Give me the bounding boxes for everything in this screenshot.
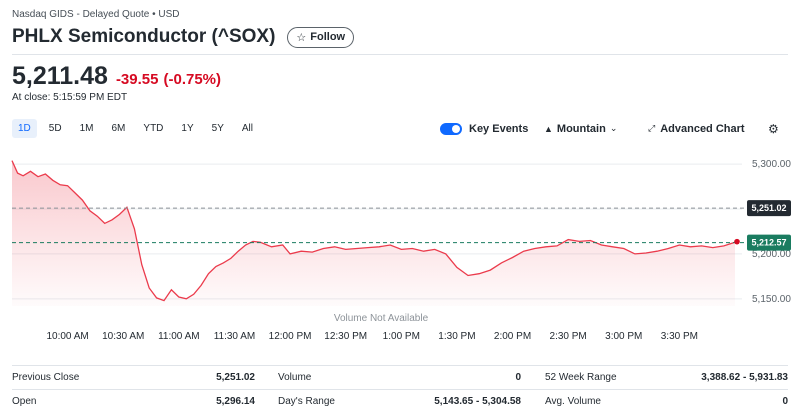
x-tick-label: 12:30 PM [324, 331, 367, 342]
x-tick-label: 11:30 AM [214, 331, 256, 342]
stat-label: Open [12, 396, 37, 407]
price-change: -39.55 [115, 71, 159, 88]
stats-row: Previous Close 5,251.02 Volume 0 52 Week Ran… [12, 366, 788, 389]
stat-item: Avg. Volume 0 [545, 396, 788, 407]
range-button-all[interactable]: All [241, 123, 253, 134]
chart-toolbar: Key Events ▲ Mountain ⌄ ⤢ Advanced Chart… [440, 119, 779, 138]
range-button-5d[interactable]: 5D [48, 123, 62, 134]
y-tick-label: 5,300.00 [752, 159, 791, 170]
current-price-tag-label: 5,212.57 [751, 238, 786, 248]
key-events-toggle[interactable] [440, 122, 462, 135]
x-tick-label: 12:00 PM [269, 331, 312, 342]
follow-label: Follow [310, 31, 346, 43]
current-price-dot [734, 238, 740, 245]
quote-row: 5,211.48 -39.55 (-0.75%) [12, 62, 221, 91]
key-events-label: Key Events [469, 122, 529, 135]
volume-not-available: Volume Not Available [334, 313, 429, 324]
price-chart[interactable]: 5,300.005,250.005,200.005,150.005,251.02… [0, 148, 800, 348]
range-button-6m[interactable]: 6M [111, 123, 126, 134]
stats-divider [12, 365, 788, 366]
range-selector: 1D 5D 1M 6M YTD 1Y 5Y All [12, 119, 259, 138]
stat-label: 52 Week Range [545, 372, 617, 383]
title-row: PHLX Semiconductor (^SOX) ☆ Follow [12, 26, 355, 48]
stat-label: Volume [278, 372, 312, 383]
price-line [11, 160, 736, 302]
x-tick-label: 2:30 PM [550, 331, 587, 342]
x-tick-label: 1:00 PM [383, 331, 420, 342]
stat-value: 0 [782, 396, 788, 407]
x-tick-label: 11:00 AM [158, 331, 200, 342]
mountain-icon: ▲ [544, 123, 553, 134]
page-title: PHLX Semiconductor (^SOX) [12, 26, 276, 47]
range-button-1y[interactable]: 1Y [181, 123, 194, 134]
y-tick-label: 5,200.00 [752, 249, 791, 260]
x-tick-label: 10:00 AM [46, 331, 88, 342]
last-price: 5,211.48 [12, 62, 108, 90]
previous-close-tag [747, 200, 791, 217]
stat-item: Day's Range 5,143.65 - 5,304.58 [278, 396, 521, 407]
chart-type-dropdown[interactable]: ▲ Mountain ⌄ [544, 119, 617, 138]
range-button-1d[interactable]: 1D [12, 119, 37, 138]
stat-value: 3,388.62 - 5,931.83 [701, 372, 788, 383]
stat-item: 52 Week Range 3,388.62 - 5,931.83 [545, 372, 788, 383]
stat-value: 5,251.02 [216, 372, 255, 383]
header-divider [12, 54, 788, 55]
follow-button[interactable]: ☆ Follow [287, 26, 355, 48]
advanced-chart-button[interactable]: ⤢ Advanced Chart [648, 119, 745, 138]
x-tick-label: 1:30 PM [438, 331, 475, 342]
chevron-down-icon: ⌄ [609, 123, 618, 133]
gear-icon[interactable]: ⚙ [768, 121, 779, 136]
stat-label: Previous Close [12, 372, 80, 383]
stat-item: Volume 0 [278, 372, 521, 383]
stat-label: Avg. Volume [545, 396, 601, 407]
stat-value: 0 [515, 372, 521, 383]
exchange-info: Nasdaq GIDS - Delayed Quote • USD [12, 9, 180, 20]
quote-statistics: Previous Close 5,251.02 Volume 0 52 Week Ran… [12, 366, 788, 413]
range-button-ytd[interactable]: YTD [143, 123, 164, 134]
stat-value: 5,143.65 - 5,304.58 [434, 396, 521, 407]
expand-icon: ⤢ [648, 123, 656, 133]
stat-item: Open 5,296.14 [12, 396, 255, 407]
range-button-1m[interactable]: 1M [79, 123, 94, 134]
advanced-chart-label: Advanced Chart [660, 122, 745, 135]
stat-value: 5,296.14 [216, 396, 255, 407]
current-price-tag [747, 234, 791, 251]
stats-row: Open 5,296.14 Day's Range 5,143.65 - 5,304.… [12, 389, 788, 413]
price-change-percent: (-0.75%) [163, 71, 222, 88]
chart-type-label: Mountain [556, 122, 606, 135]
x-tick-label: 10:30 AM [102, 331, 144, 342]
range-button-5y[interactable]: 5Y [211, 123, 224, 134]
x-tick-label: 2:00 PM [494, 331, 531, 342]
stat-label: Day's Range [278, 396, 335, 407]
price-area [12, 160, 735, 306]
x-tick-label: 3:30 PM [661, 331, 698, 342]
market-time: At close: 5:15:59 PM EDT [12, 92, 128, 103]
stat-item: Previous Close 5,251.02 [12, 372, 255, 383]
previous-close-tag-label: 5,251.02 [751, 203, 786, 213]
star-icon: ☆ [296, 31, 307, 44]
x-tick-label: 3:00 PM [605, 331, 642, 342]
y-tick-label: 5,150.00 [752, 294, 791, 305]
